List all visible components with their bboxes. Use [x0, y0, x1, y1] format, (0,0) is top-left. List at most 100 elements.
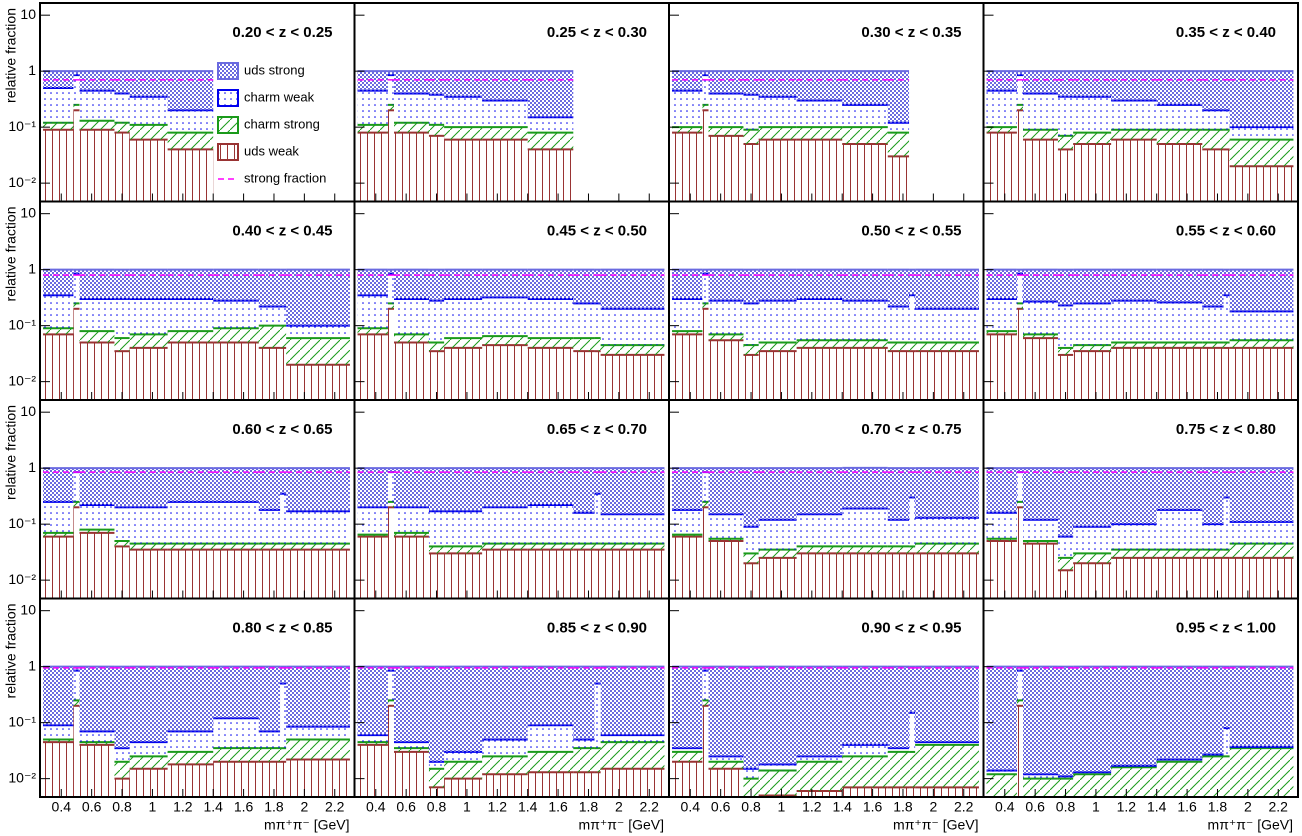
bar: [1223, 728, 1230, 757]
bar: [702, 104, 709, 111]
bar: [758, 557, 797, 599]
bar: [1111, 100, 1157, 130]
bar: [129, 756, 168, 769]
bar: [357, 666, 388, 736]
bar: [915, 553, 979, 599]
bar: [842, 300, 888, 341]
bar: [1111, 129, 1157, 140]
x-axis-label: mπ⁺π⁻ [GeV]: [893, 817, 978, 833]
bar: [527, 71, 574, 118]
bar: [708, 666, 744, 757]
bar: [527, 543, 574, 550]
bar: [887, 519, 910, 547]
bar: [444, 468, 483, 512]
bar: [357, 328, 388, 335]
bar: [986, 512, 1017, 539]
x-tick-label: 2: [615, 799, 623, 815]
bar: [1229, 666, 1294, 747]
bar: [1057, 347, 1074, 355]
bar: [842, 508, 888, 547]
bar: [702, 468, 709, 473]
bar: [1223, 149, 1230, 202]
bar: [796, 71, 843, 101]
bar: [1229, 127, 1294, 140]
bar: [167, 149, 214, 202]
bar: [758, 139, 797, 202]
x-tick-label: 1: [778, 799, 786, 815]
bar: [594, 543, 601, 550]
bar: [43, 532, 74, 537]
bar: [1023, 519, 1058, 542]
bar: [600, 543, 665, 550]
bar: [1073, 526, 1112, 554]
bar: [758, 127, 797, 140]
bar: [1016, 75, 1024, 105]
bar: [986, 298, 1017, 332]
bar: [167, 764, 214, 797]
bar: [167, 731, 214, 752]
bar: [387, 104, 395, 111]
bar: [915, 269, 979, 309]
bar: [387, 468, 395, 473]
y-tick-label: 10⁻¹: [8, 118, 36, 134]
bar: [1111, 468, 1157, 525]
bar: [1223, 269, 1230, 296]
bar: [708, 514, 744, 539]
panel-title: 0.35 < z < 0.40: [1176, 24, 1276, 41]
bar: [167, 132, 214, 150]
bar: [280, 468, 287, 494]
bar: [758, 666, 797, 765]
bar: [1111, 524, 1157, 550]
bar: [73, 71, 80, 76]
bar: [387, 507, 395, 599]
bar: [887, 546, 910, 554]
bar: [114, 468, 130, 508]
legend-label: strong fraction: [244, 170, 326, 185]
bar: [482, 666, 528, 740]
bar: [986, 90, 1017, 128]
bar: [1016, 507, 1024, 599]
bar: [114, 71, 130, 94]
bar: [1073, 468, 1112, 527]
bar: [1057, 570, 1074, 599]
bar: [573, 739, 595, 749]
bar: [1202, 468, 1224, 525]
bar: [43, 328, 74, 335]
bar: [1023, 543, 1058, 599]
bar: [909, 712, 916, 752]
bar: [167, 298, 214, 332]
bar: [1016, 670, 1024, 701]
bar: [702, 75, 709, 105]
bar: [114, 269, 130, 299]
bar: [1202, 666, 1224, 755]
bar: [600, 308, 665, 346]
bar: [600, 345, 665, 355]
bar: [1229, 340, 1294, 348]
x-tick-label: 1.2: [173, 799, 193, 815]
bar: [743, 129, 759, 145]
x-tick-label: 0.4: [995, 799, 1015, 815]
bar: [1229, 468, 1294, 522]
bar: [1023, 71, 1058, 94]
bar: [887, 269, 910, 307]
x-tick-label: 2: [929, 799, 937, 815]
bar: [915, 543, 979, 554]
bar: [213, 468, 259, 502]
bar: [129, 139, 168, 202]
bar: [280, 493, 287, 544]
bar: [482, 345, 528, 400]
panel-title: 0.85 < z < 0.90: [547, 619, 647, 636]
bar: [357, 71, 388, 91]
bar: [1202, 110, 1224, 130]
panel-title: 0.70 < z < 0.75: [861, 421, 961, 438]
bar: [286, 666, 350, 727]
bar: [43, 269, 74, 296]
bar: [672, 761, 703, 797]
bar: [594, 683, 601, 749]
x-tick-label: 1.6: [548, 799, 568, 815]
bar: [1057, 536, 1074, 558]
bar: [73, 104, 80, 111]
bar: [79, 532, 115, 599]
bar: [73, 75, 80, 105]
bar: [796, 139, 843, 202]
